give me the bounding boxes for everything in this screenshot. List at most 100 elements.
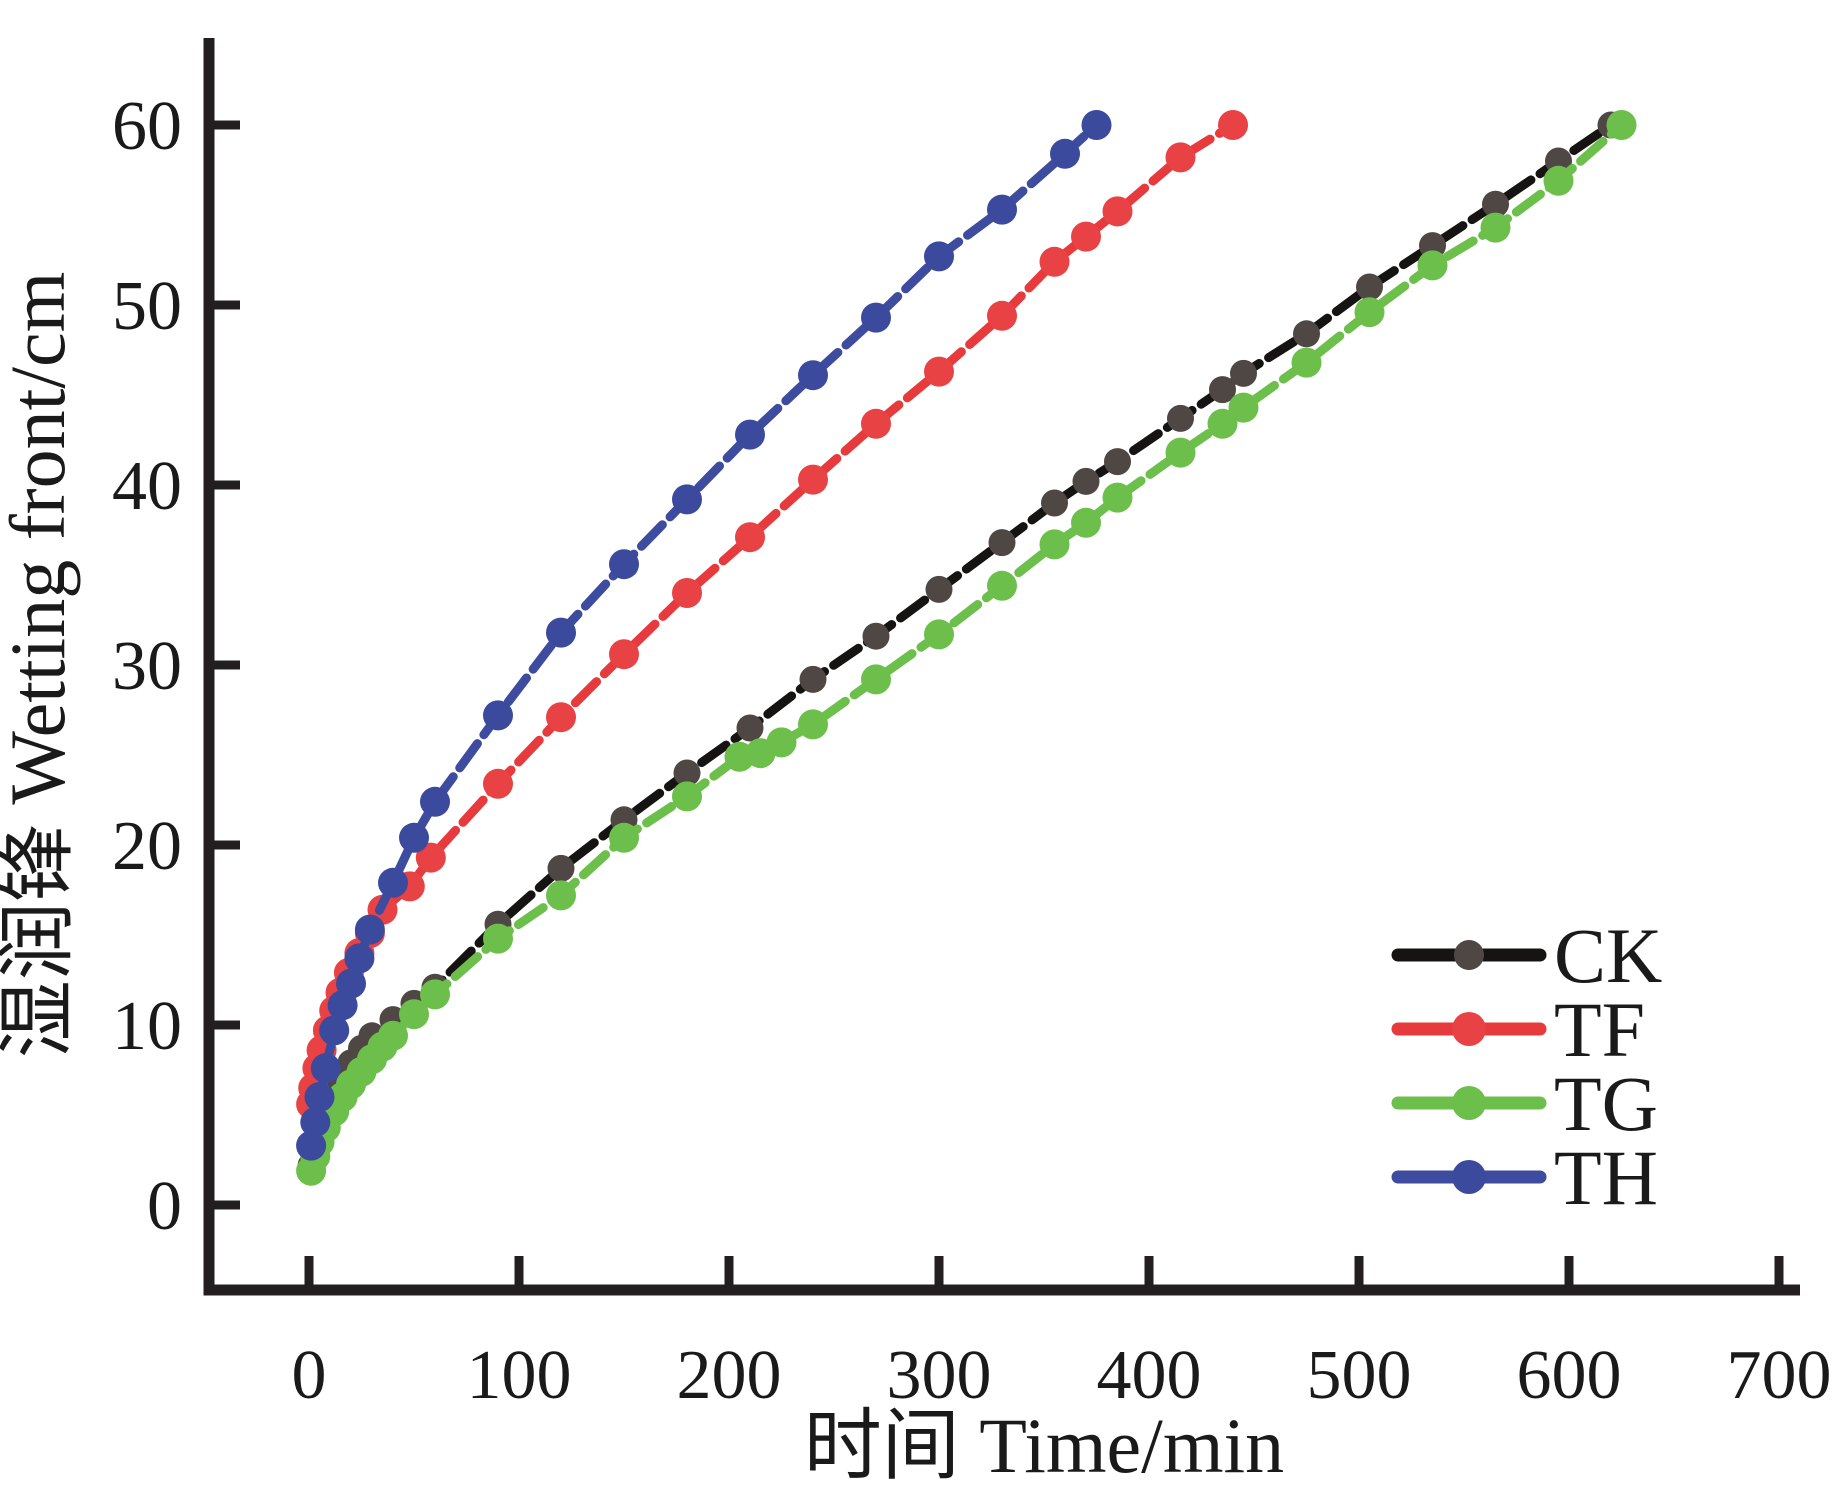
series-CK-marker — [1167, 404, 1194, 432]
series-TF-marker — [1039, 246, 1070, 277]
series-TH-marker — [609, 549, 639, 580]
series-TG-marker — [1417, 250, 1448, 281]
series-TF-marker — [1218, 110, 1248, 140]
series-CK-marker — [1482, 190, 1509, 218]
series-TG-marker — [1071, 507, 1101, 538]
series-CK-marker — [1072, 467, 1100, 495]
legend-entry-TF: TF — [1391, 986, 1645, 1073]
series-TH — [296, 110, 1112, 1161]
x-tick-label: 600 — [1517, 1337, 1622, 1414]
series-CK-marker — [799, 665, 827, 693]
series-TG-marker — [1228, 392, 1259, 423]
series-TF-marker — [609, 639, 639, 670]
series-TF-marker — [987, 300, 1017, 331]
series-TF-marker — [924, 356, 954, 387]
series-CK-marker — [1104, 448, 1131, 476]
series-TF-line — [306, 120, 1238, 1109]
y-tick-label: 40 — [112, 448, 182, 525]
y-tick-label: 0 — [147, 1168, 182, 1245]
series-TF-marker — [1102, 196, 1133, 227]
legend-label-TF: TF — [1554, 986, 1645, 1073]
series-TG-line — [306, 120, 1626, 1176]
y-axis-label: 湿润锋 Wetting front/cm — [0, 272, 81, 1059]
x-tick-label: 300 — [887, 1337, 992, 1414]
x-axis-label: 时间 Time/min — [804, 1402, 1284, 1485]
series-TH-marker — [344, 943, 375, 974]
y-tick-label: 50 — [112, 268, 182, 345]
series-TG-marker — [987, 570, 1017, 601]
series-TG-marker — [399, 999, 429, 1030]
series-TG-marker — [378, 1020, 408, 1051]
series-TG-marker — [1039, 529, 1070, 560]
legend-marker-TF — [1452, 1012, 1486, 1046]
series-CK-marker — [925, 575, 953, 603]
y-tick-label: 20 — [112, 808, 182, 885]
series-TH-marker — [546, 617, 576, 648]
series-TH-marker — [378, 867, 408, 898]
series-TG-marker — [798, 709, 828, 740]
series-TH-marker — [1050, 138, 1080, 169]
series-TG-marker — [1543, 165, 1574, 196]
x-tick-label: 0 — [292, 1337, 327, 1414]
series-TF-marker — [672, 578, 702, 608]
x-tick-label: 200 — [677, 1337, 782, 1414]
series-TG-marker — [766, 727, 797, 758]
series-TH-marker — [300, 1107, 331, 1138]
legend-marker-TH — [1452, 1160, 1486, 1194]
series-TG-marker — [1291, 347, 1322, 378]
series-TF-marker — [483, 768, 513, 799]
series-TG-marker — [1102, 482, 1133, 513]
legend-label-CK: CK — [1554, 912, 1662, 999]
series-TH-marker — [336, 968, 366, 999]
series-CK-marker — [1209, 376, 1236, 404]
legend-label-TG: TG — [1554, 1060, 1658, 1147]
x-tick-label: 100 — [467, 1337, 572, 1414]
series-TG-marker — [1165, 437, 1196, 468]
series-TH-marker — [483, 700, 513, 731]
series-TG-marker — [1354, 297, 1385, 328]
x-tick-label: 400 — [1097, 1337, 1202, 1414]
series-TG-marker — [546, 880, 576, 911]
series-TF-marker — [735, 522, 765, 553]
series-TH-marker — [861, 302, 891, 333]
legend-marker-CK — [1454, 940, 1484, 970]
series-TF-marker — [415, 842, 446, 873]
legend-entry-TH: TH — [1391, 1134, 1658, 1221]
series-TG-marker — [609, 822, 639, 853]
series-TG-marker — [1606, 110, 1637, 140]
series-TG-marker — [420, 979, 450, 1010]
series-TH-marker — [304, 1082, 335, 1112]
series-TH-marker — [296, 1130, 327, 1161]
series-TG-marker — [483, 923, 513, 954]
series-TF-marker — [546, 702, 576, 733]
legend-label-TH: TH — [1554, 1134, 1658, 1221]
series-TH-marker — [310, 1053, 341, 1084]
series-TG-marker — [924, 619, 954, 650]
series-CK-marker — [736, 714, 764, 742]
series-TG-marker — [1207, 408, 1238, 439]
series-TH-marker — [735, 419, 765, 450]
series-TH-marker — [319, 1015, 350, 1046]
y-tick-label: 60 — [112, 88, 182, 165]
series-CK-marker — [988, 529, 1016, 557]
x-tick-label: 700 — [1727, 1337, 1832, 1414]
series-CK-marker — [547, 854, 575, 882]
series-CK-marker — [1230, 359, 1257, 387]
series-CK-marker — [862, 622, 890, 650]
series-CK-marker — [1356, 273, 1383, 301]
series-TF-marker — [1071, 221, 1101, 252]
series-TF-marker — [798, 464, 828, 495]
series-TF-marker — [861, 408, 891, 439]
y-tick-label: 30 — [112, 628, 182, 705]
legend-entry-TG: TG — [1391, 1060, 1658, 1147]
series-CK-marker — [1041, 489, 1068, 517]
series-CK-marker — [1293, 320, 1320, 348]
series-TH-marker — [924, 241, 954, 272]
series-TH-marker — [798, 360, 828, 391]
series-TH-marker — [399, 822, 429, 853]
series-TH-marker — [987, 194, 1017, 225]
series-TH-marker — [354, 914, 385, 945]
x-tick-label: 500 — [1307, 1337, 1412, 1414]
